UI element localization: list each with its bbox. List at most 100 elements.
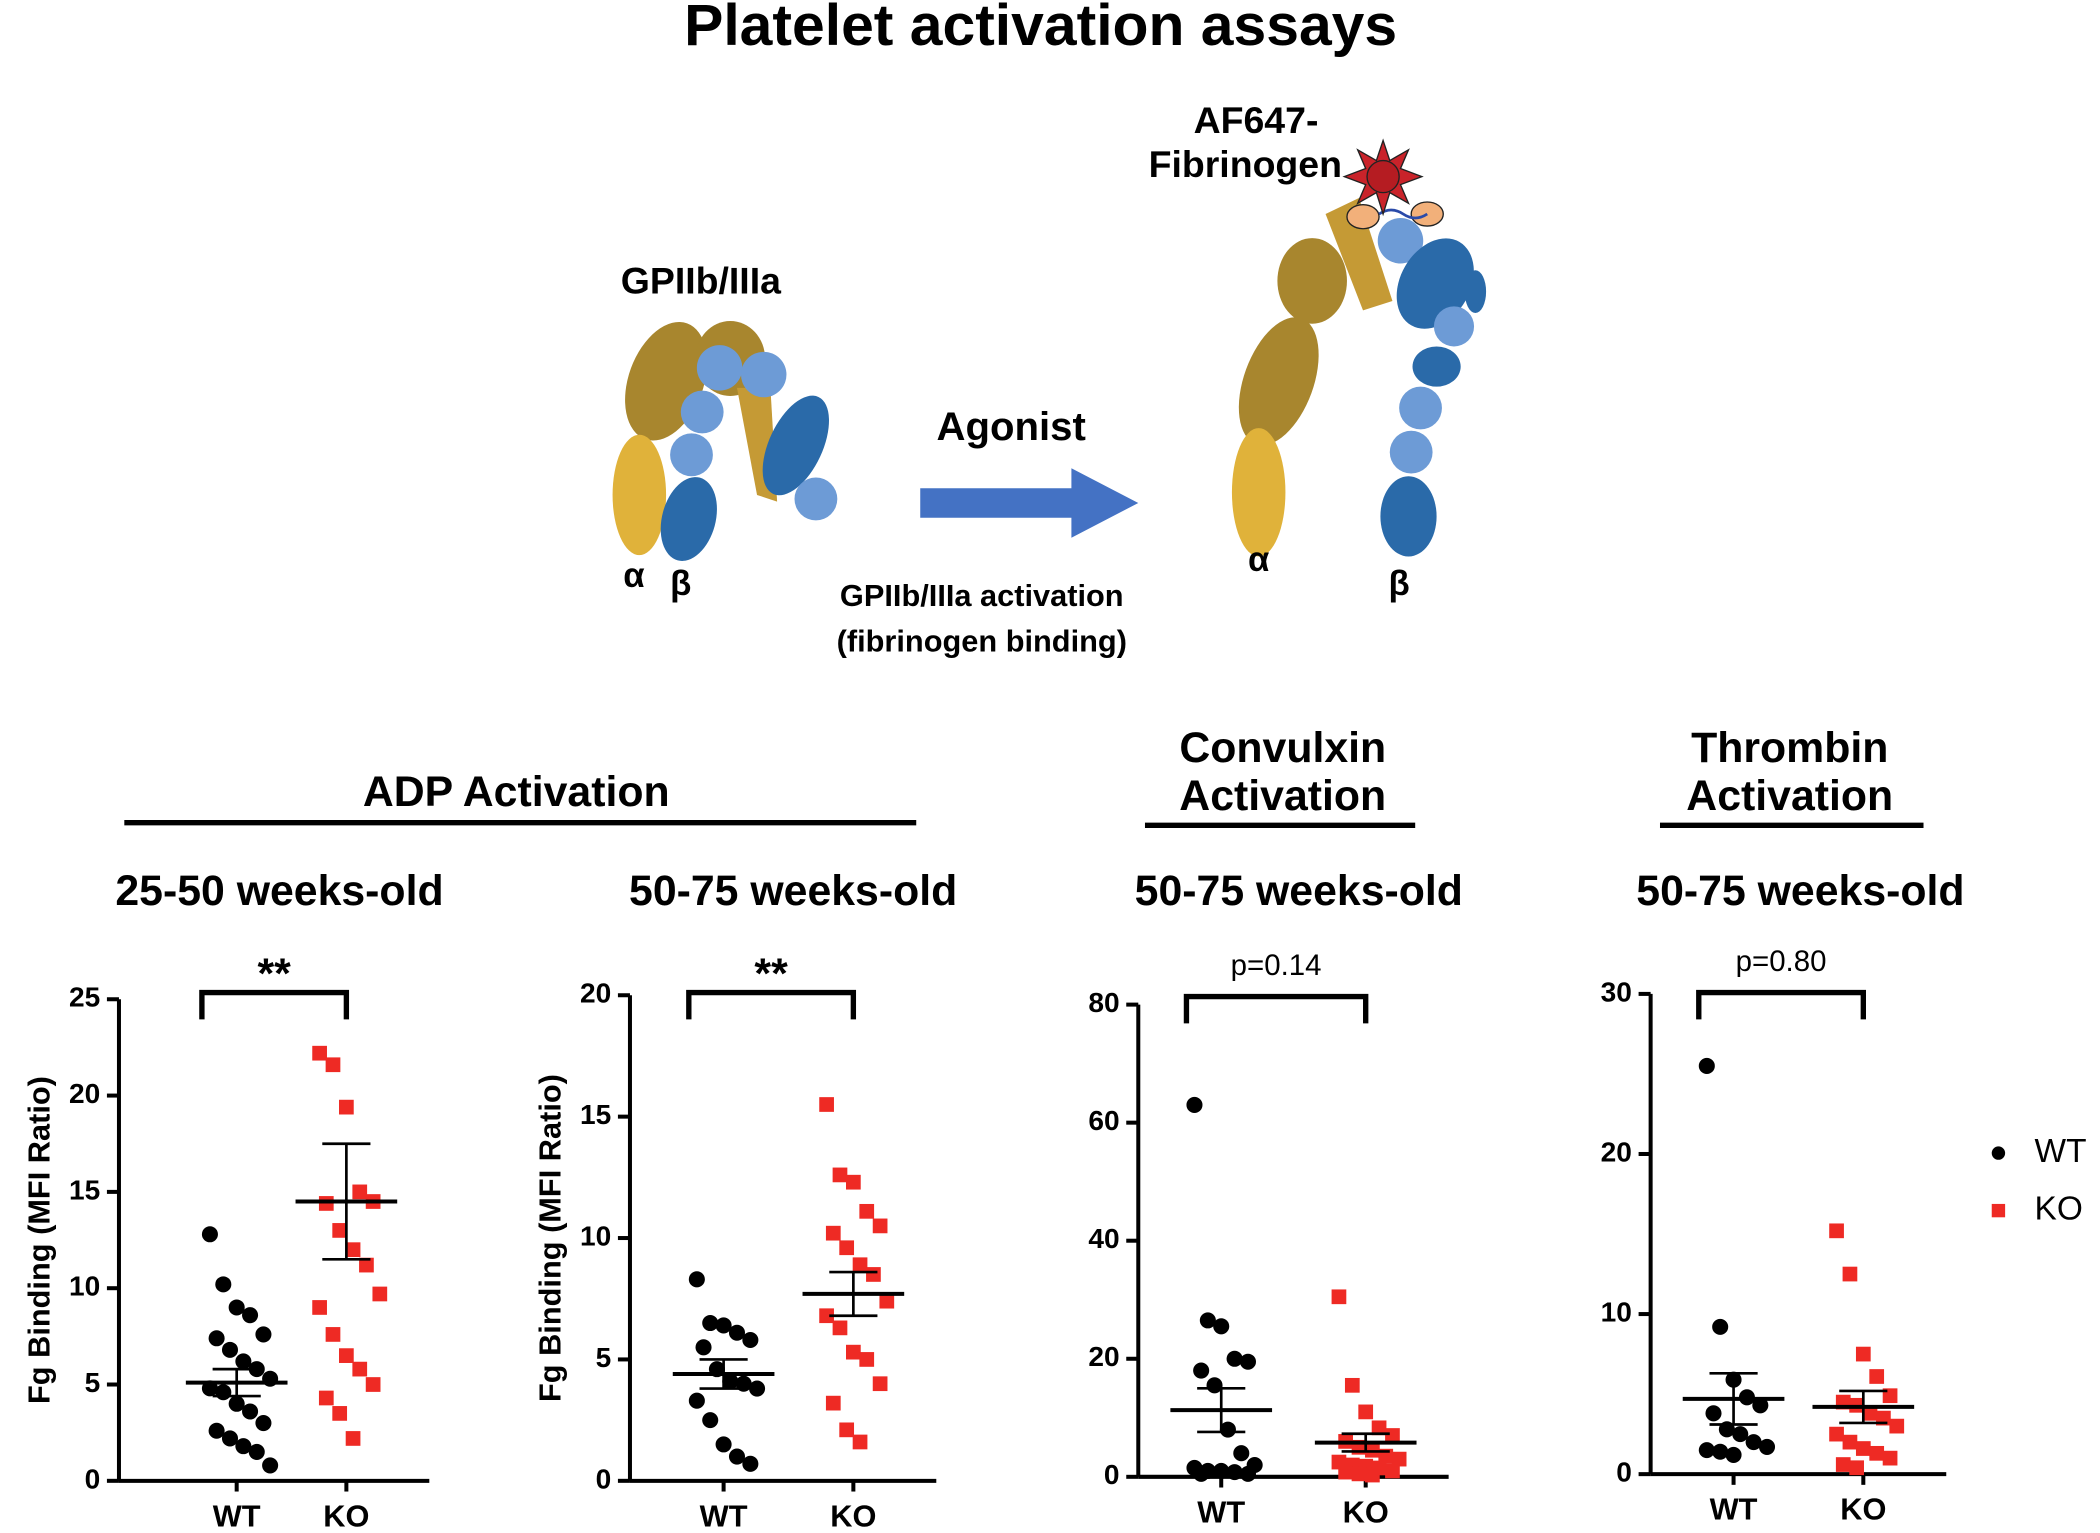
significance-bracket [1696, 989, 1866, 1020]
figure-title: Platelet activation assays [684, 0, 1397, 58]
ko-point [1842, 1434, 1858, 1450]
ko-point [1829, 1223, 1844, 1239]
ko-point [339, 1348, 354, 1363]
ko-point [1855, 1346, 1871, 1362]
ko-point [1869, 1445, 1885, 1461]
wt-point [1758, 1438, 1776, 1455]
ko-point [339, 1099, 354, 1115]
ko-point [1344, 1377, 1360, 1393]
ko-point [859, 1352, 875, 1367]
inactive-label: GPIIb/IIIa [621, 259, 782, 301]
wt-point [1233, 1445, 1250, 1462]
wt-point [221, 1341, 239, 1358]
ko-point [819, 1308, 834, 1324]
legend-marker [1991, 1146, 2006, 1160]
beta-label: β [670, 565, 691, 603]
wt-point [228, 1395, 245, 1412]
wt-point [235, 1438, 252, 1455]
ko-point [819, 1097, 834, 1112]
ko-point [1371, 1420, 1387, 1436]
ko-point [1835, 1457, 1851, 1472]
y-tick-label: 20 [580, 978, 611, 1009]
ko-point [846, 1174, 861, 1190]
group-title: Thrombin [1691, 724, 1888, 772]
x-tick-label: WT [1710, 1492, 1758, 1527]
ko-point [372, 1286, 388, 1302]
wt-point [255, 1415, 272, 1432]
y-tick-label: 60 [1088, 1105, 1119, 1136]
wt-point [1226, 1464, 1243, 1481]
y-axis-label: Fg Binding (MFI Ratio) [533, 1074, 568, 1402]
x-tick-label: KO [830, 1498, 876, 1533]
panel-subtitle: 25-50 weeks-old [115, 867, 443, 915]
x-tick-label: KO [1840, 1492, 1886, 1527]
beta-label: β [1389, 565, 1410, 603]
y-tick-label: 20 [69, 1078, 100, 1109]
wt-point [1705, 1405, 1722, 1422]
ko-point [1391, 1451, 1407, 1467]
ko-point [1869, 1369, 1885, 1384]
wt-point [228, 1299, 245, 1316]
ko-point [1331, 1289, 1347, 1305]
x-tick-label: KO [1343, 1494, 1389, 1529]
y-tick-label: 5 [596, 1342, 612, 1373]
ko-point [325, 1327, 341, 1342]
ko-point [312, 1045, 327, 1061]
ko-point [312, 1300, 327, 1315]
ko-point [1829, 1426, 1844, 1442]
ko-point [345, 1431, 361, 1446]
x-tick-label: KO [323, 1498, 369, 1533]
wt-point [749, 1380, 766, 1397]
ko-point [1842, 1266, 1858, 1282]
wt-point [235, 1353, 252, 1370]
inactive-integrin [612, 321, 838, 561]
wt-point [1213, 1318, 1230, 1335]
ko-point [1385, 1463, 1400, 1479]
wt-point [248, 1443, 265, 1460]
ko-point [846, 1344, 861, 1360]
ko-point [825, 1395, 841, 1411]
wt-point [695, 1339, 712, 1356]
ko-point [1855, 1441, 1871, 1456]
y-tick-label: 15 [580, 1099, 611, 1130]
panel-subtitle: 50-75 weeks-old [1135, 867, 1463, 915]
caption: (fibrinogen binding) [837, 624, 1127, 659]
wt-point [702, 1314, 719, 1332]
ligand-label: Fibrinogen [1149, 143, 1342, 185]
wt-point [1712, 1443, 1729, 1460]
wt-point [688, 1392, 705, 1409]
y-tick-label: 20 [1088, 1341, 1119, 1372]
significance-bracket [1183, 993, 1369, 1024]
significance-label: p=0.80 [1736, 945, 1827, 978]
y-tick-label: 0 [596, 1463, 612, 1494]
y-tick-label: 10 [580, 1220, 611, 1251]
ko-point [332, 1223, 348, 1238]
wt-point [1712, 1318, 1729, 1335]
wt-point [255, 1326, 272, 1343]
y-tick-label: 30 [1601, 976, 1632, 1007]
y-tick-label: 0 [85, 1463, 101, 1494]
wt-point [215, 1384, 232, 1401]
group-title: ADP Activation [363, 768, 670, 816]
wt-point [1745, 1434, 1762, 1451]
wt-point [702, 1412, 719, 1429]
alpha-label: α [623, 557, 645, 595]
wt-point [742, 1331, 759, 1349]
panel-subtitle: 50-75 weeks-old [629, 867, 957, 915]
ko-point [832, 1320, 848, 1336]
alpha-label: α [1248, 541, 1270, 579]
significance-label: ** [257, 950, 291, 998]
significance-label: ** [754, 950, 788, 998]
y-tick-label: 25 [69, 982, 100, 1013]
wt-point [1725, 1446, 1742, 1463]
y-tick-label: 15 [69, 1174, 100, 1205]
ko-point [1385, 1428, 1400, 1443]
ko-point [325, 1057, 341, 1073]
y-tick-label: 0 [1616, 1457, 1632, 1488]
ko-point [1338, 1464, 1353, 1480]
ko-point [852, 1257, 868, 1273]
ko-point [1862, 1405, 1878, 1421]
ko-point [359, 1257, 374, 1273]
wt-point [715, 1317, 732, 1334]
